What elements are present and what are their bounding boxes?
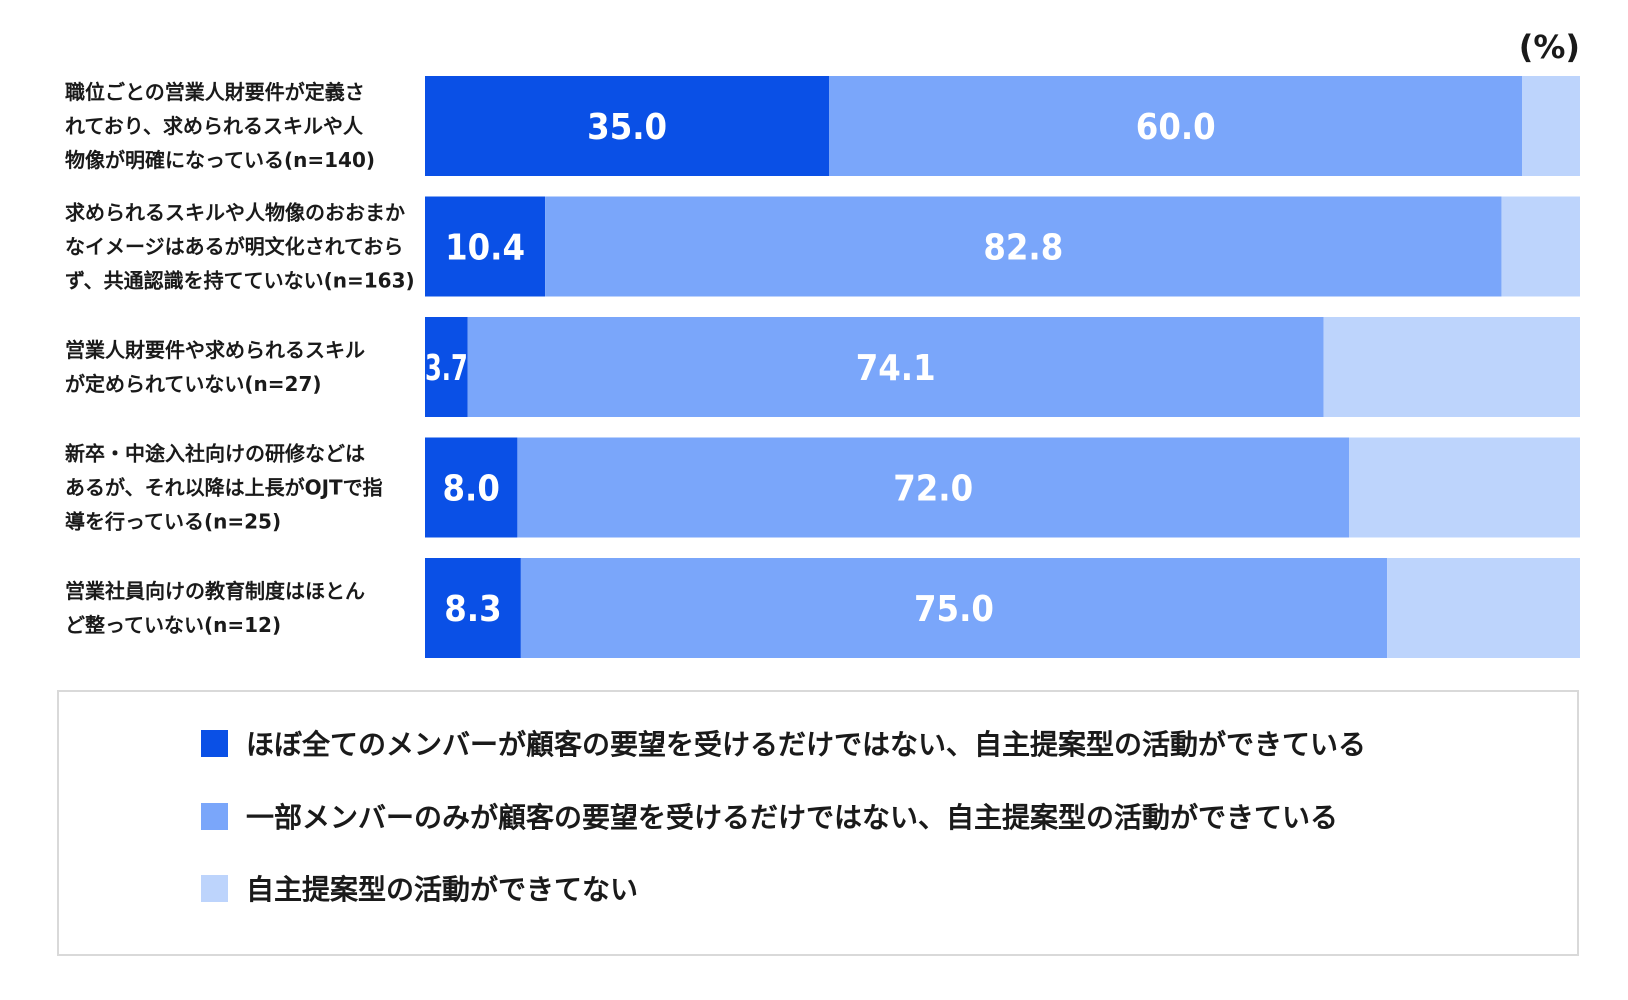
data-label-s0-r2: 3.7 (425, 348, 468, 389)
legend-label: 自主提案型の活動ができてない (246, 873, 639, 906)
legend-label: 一部メンバーのみが顧客の要望を受けるだけではない、自主提案型の活動ができている (246, 801, 1339, 834)
bar-segment-s0-r3 (425, 437, 518, 538)
unit-label: (%) (1519, 28, 1580, 66)
data-label-s0-r1: 10.4 (445, 228, 525, 269)
legend-item-none: 自主提案型の活動ができてない (201, 868, 638, 908)
bar-segment-s2-r1 (1501, 196, 1580, 297)
category-label-r3-line0: 新卒・中途入社向けの研修などは (65, 442, 365, 466)
category-label-r3-line2: 導を行っている(n=25) (65, 510, 281, 534)
data-label-s1-r2: 74.1 (856, 348, 936, 389)
data-label-s0-r4: 8.3 (444, 589, 501, 630)
data-label-s1-r1: 82.8 (983, 228, 1063, 269)
category-label-r2-line0: 営業人財要件や求められるスキル (65, 338, 365, 362)
stacked-bar-chart: (%) 35.0 60.0 10.4 82.8 3.7 74.1 8.0 72.0 8.3 75.… (65, 28, 1580, 658)
category-label-r4-line0: 営業社員向けの教育制度はほとん (65, 579, 365, 603)
bar-segment-s0-r4 (425, 558, 521, 658)
category-label-r1-line1: なイメージはあるが明文化されておら (65, 235, 403, 259)
bar-segment-s1-r1 (545, 196, 1502, 297)
bar-segment-s1-r3 (517, 437, 1349, 538)
legend-item-all-members: ほぼ全てのメンバーが顧客の要望を受けるだけではない、自主提案型の活動ができている (201, 723, 1366, 763)
legend-label: ほぼ全てのメンバーが顧客の要望を受けるだけではない、自主提案型の活動ができている (246, 728, 1367, 761)
bar-segment-s1-r0 (829, 76, 1523, 176)
bar-segment-s2-r4 (1387, 558, 1580, 658)
bar-segment-s2-r0 (1522, 76, 1580, 176)
bar-segment-s0-r0 (425, 76, 830, 176)
bar-segment-s1-r4 (520, 558, 1388, 658)
category-label-r0-line0: 職位ごとの営業人財要件が定義さ (65, 80, 365, 104)
legend-swatch (201, 874, 228, 902)
legend-swatch (201, 729, 228, 757)
legend-swatch (201, 802, 228, 830)
legend: ほぼ全てのメンバーが顧客の要望を受けるだけではない、自主提案型の活動ができている… (57, 690, 1579, 956)
category-label-r1-line0: 求められるスキルや人物像のおおまか (65, 201, 405, 225)
data-label-s1-r0: 60.0 (1136, 107, 1216, 148)
data-label-s0-r3: 8.0 (443, 469, 500, 510)
category-label-r3-line1: あるが、それ以降は上長がOJTで指 (65, 476, 383, 500)
category-label-r0-line1: れており、求められるスキルや人 (65, 114, 364, 138)
bar-segment-s2-r2 (1323, 317, 1580, 417)
bar-segment-s1-r2 (467, 317, 1324, 417)
bar-segment-s0-r2 (425, 317, 468, 417)
legend-item-some-members: 一部メンバーのみが顧客の要望を受けるだけではない、自主提案型の活動ができている (201, 796, 1338, 836)
data-label-s1-r4: 75.0 (914, 589, 994, 630)
data-label-s1-r3: 72.0 (893, 469, 973, 510)
category-label-r2-line1: が定められていない(n=27) (65, 372, 322, 396)
bar-segment-s2-r3 (1349, 437, 1580, 538)
category-label-r1-line2: ず、共通認識を持てていない(n=163) (65, 269, 415, 293)
category-label-r4-line1: ど整っていない(n=12) (65, 613, 281, 637)
bar-segment-s0-r1 (425, 196, 546, 297)
category-label-r0-line2: 物像が明確になっている(n=140) (65, 148, 375, 172)
data-label-s0-r0: 35.0 (587, 107, 667, 148)
